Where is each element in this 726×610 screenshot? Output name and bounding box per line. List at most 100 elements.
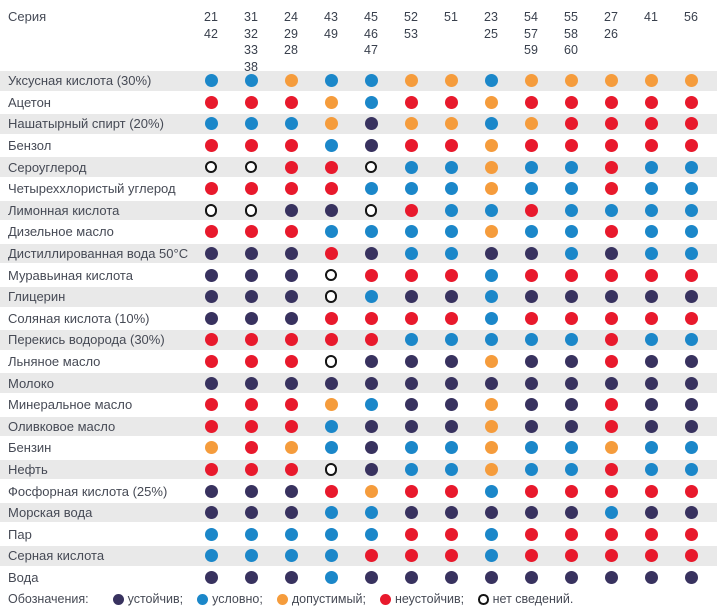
matrix-cell <box>551 160 591 174</box>
column-header: 54 57 59 <box>511 9 551 75</box>
status-dot-conditional <box>324 549 338 563</box>
series-number: 31 <box>244 10 258 24</box>
status-dot-stable <box>564 419 578 433</box>
status-dot-acceptable <box>324 117 338 131</box>
status-dot-stable <box>244 247 258 261</box>
status-dot-no-data <box>478 594 489 605</box>
status-dot-stable <box>364 570 378 584</box>
status-dot-acceptable <box>684 74 698 88</box>
matrix-cell <box>431 160 471 174</box>
row-label: Дизельное масло <box>8 224 114 240</box>
status-dot-conditional <box>484 117 498 131</box>
table-row: Уксусная кислота (30%) <box>0 71 717 91</box>
status-dot-stable <box>404 398 418 412</box>
matrix-cell <box>231 398 271 412</box>
matrix-cell <box>351 268 391 282</box>
matrix-cell <box>511 333 551 347</box>
status-dot-unstable <box>444 527 458 541</box>
matrix-cell <box>351 74 391 88</box>
status-dot-unstable <box>524 484 538 498</box>
status-dot-unstable <box>604 182 618 196</box>
matrix-cell <box>471 527 511 541</box>
row-label: Бензин <box>8 440 52 456</box>
status-dot-unstable <box>324 311 338 325</box>
matrix-cell <box>351 462 391 476</box>
matrix-cell <box>631 484 671 498</box>
matrix-cell <box>351 160 391 174</box>
matrix-cell <box>191 462 231 476</box>
status-dot-stable <box>364 462 378 476</box>
row-label: Оливковое масло <box>8 418 116 434</box>
status-dot-unstable <box>604 311 618 325</box>
matrix-cell <box>191 506 231 520</box>
status-dot-conditional <box>484 74 498 88</box>
matrix-cell <box>551 95 591 109</box>
matrix-cell <box>591 117 631 131</box>
matrix-cell <box>471 290 511 304</box>
status-dot-unstable <box>404 311 418 325</box>
matrix-cell <box>591 355 631 369</box>
matrix-cell <box>271 506 311 520</box>
status-dot-stable <box>204 570 218 584</box>
status-dot-unstable <box>564 549 578 563</box>
row-label: Муравьиная кислота <box>8 267 133 283</box>
matrix-cell <box>671 376 711 390</box>
matrix-cell <box>591 462 631 476</box>
matrix-cell <box>551 333 591 347</box>
row-label: Ацетон <box>8 94 51 110</box>
legend-item: условно; <box>197 592 263 606</box>
matrix-cell <box>191 204 231 217</box>
status-dot-conditional <box>404 160 418 174</box>
column-headers: 21 42 31 32 33 38 24 29 28 43 49 45 46 47 52 53 51 23 25 54… <box>191 9 711 75</box>
status-dot-unstable <box>604 333 618 347</box>
matrix-cell <box>391 462 431 476</box>
matrix-cell <box>191 333 231 347</box>
matrix-cell <box>391 506 431 520</box>
matrix-cell <box>311 311 351 325</box>
status-dot-conditional <box>644 160 658 174</box>
matrix-cell <box>351 376 391 390</box>
status-dot-stable <box>244 376 258 390</box>
matrix-cell <box>391 419 431 433</box>
matrix-cell <box>311 182 351 196</box>
table-row: Нашатырный спирт (20%) <box>0 114 717 134</box>
matrix-cell <box>471 462 511 476</box>
legend-label: устойчив; <box>127 592 184 607</box>
status-dot-stable <box>244 311 258 325</box>
status-dot-unstable <box>644 549 658 563</box>
matrix-cell <box>271 333 311 347</box>
series-number: 24 <box>284 10 298 24</box>
matrix-cell <box>311 268 351 282</box>
status-dot-conditional <box>444 203 458 217</box>
matrix-cell <box>431 419 471 433</box>
matrix-cell <box>271 549 311 563</box>
status-dot-unstable <box>284 355 298 369</box>
matrix-cell <box>391 311 431 325</box>
matrix-cell <box>231 549 271 563</box>
status-dot-unstable <box>524 203 538 217</box>
status-dot-conditional <box>484 290 498 304</box>
matrix-cell <box>311 463 351 476</box>
matrix-cell <box>671 225 711 239</box>
row-label: Бензол <box>8 138 52 154</box>
status-dot-no-data <box>244 160 258 174</box>
matrix-cell <box>551 419 591 433</box>
matrix-cell <box>231 247 271 261</box>
status-dot-conditional <box>564 203 578 217</box>
matrix-cell <box>191 225 231 239</box>
status-dot-unstable <box>244 355 258 369</box>
status-dot-conditional <box>404 225 418 239</box>
matrix-cell <box>631 117 671 131</box>
matrix-cell <box>671 268 711 282</box>
status-dot-stable <box>204 290 218 304</box>
status-dot-conditional <box>524 333 538 347</box>
matrix-cell <box>391 527 431 541</box>
status-dot-stable <box>204 247 218 261</box>
matrix-cell <box>511 182 551 196</box>
status-dot-unstable <box>564 527 578 541</box>
table-row: Бензол <box>0 136 717 156</box>
matrix-cell <box>471 74 511 88</box>
row-label: Морская вода <box>8 505 93 521</box>
status-dot-unstable <box>244 398 258 412</box>
matrix-cell <box>231 268 271 282</box>
